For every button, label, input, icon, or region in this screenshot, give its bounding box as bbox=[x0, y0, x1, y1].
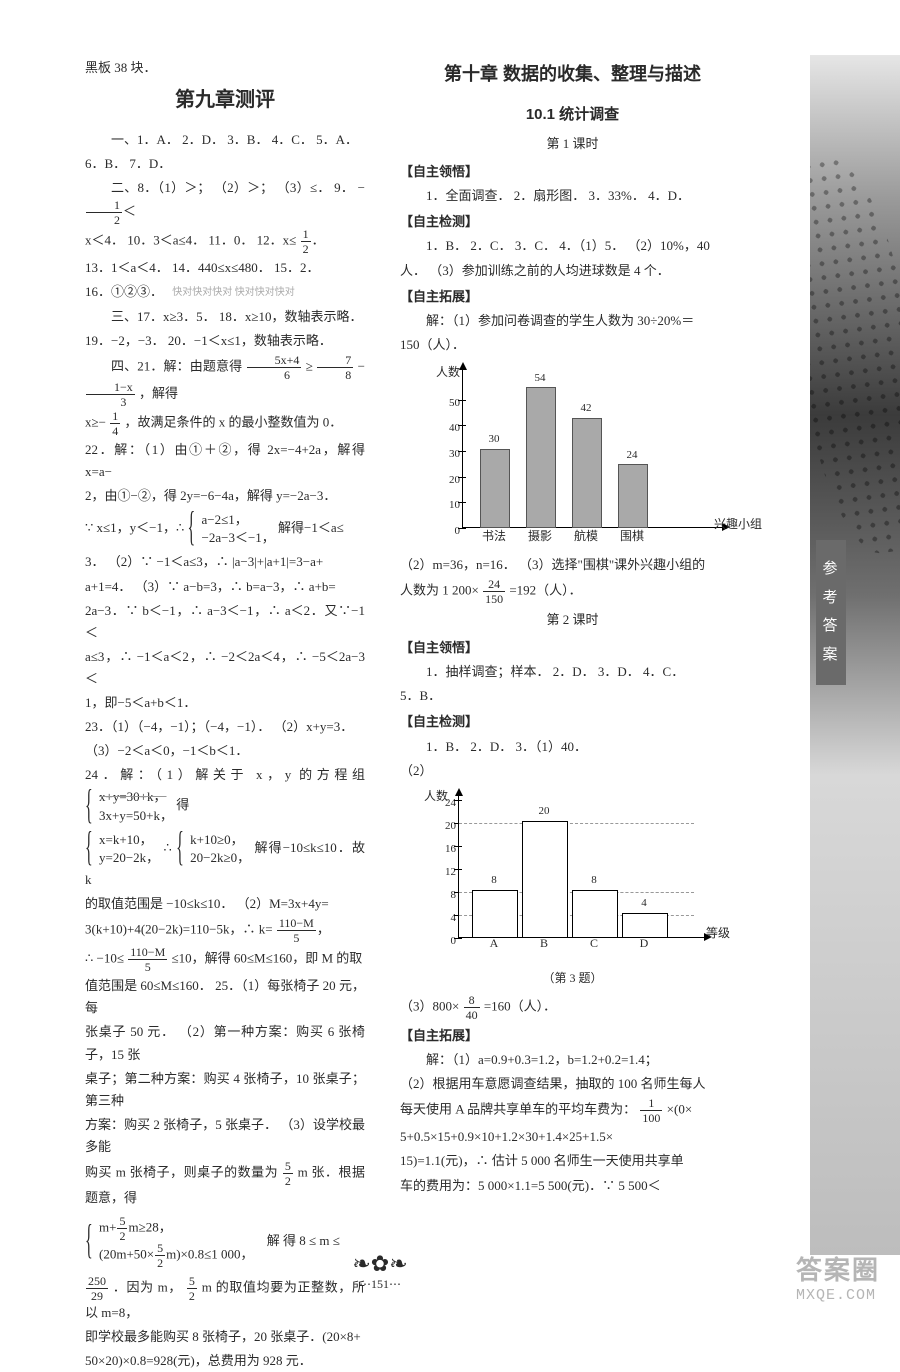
text: 1，即−5＜a+b＜1． bbox=[85, 692, 365, 714]
bar-chart-2: 人数 等级 048121620248A20B8C4D bbox=[424, 788, 724, 968]
text: 15)=1.1(元)，∴ 估计 5 000 名师生一天使用共享单 bbox=[400, 1150, 745, 1172]
text: 一、1．A． 2．D． 3．B． 4．C． 5．A． bbox=[85, 129, 365, 151]
text: 购买 m 张椅子，则桌子的数量为 52 m 张．根据题意，得 bbox=[85, 1160, 365, 1209]
text: 车的费用为：5 000×1.1=5 500(元)．∵ 5 500＜ bbox=[400, 1175, 745, 1197]
text: 方案：购买 2 张椅子，5 张桌子． （3）设学校最多能 bbox=[85, 1114, 365, 1158]
text: 22．解：（1）由①＋②，得 2x=−4+2a，解得 x=a− bbox=[85, 439, 365, 483]
page-footer: ❧✿❧ ⋯151⋯ bbox=[0, 1254, 760, 1294]
chapter-title: 第十章 数据的收集、整理与描述 bbox=[400, 59, 745, 90]
text: 的取值范围是 −10≤k≤10． （2）M=3x+4y= bbox=[85, 893, 365, 915]
text: 16．①②③． 快对快对快对 快对快对快对 bbox=[85, 281, 365, 303]
text: （2）根据用车意愿调查结果，抽取的 100 名师生每人 bbox=[400, 1073, 745, 1095]
text: 人数为 1 200× 24150 =192（人）． bbox=[400, 578, 745, 605]
text: （2） bbox=[400, 760, 745, 782]
text: 1．全面调查． 2．扇形图． 3．33%． 4．D． bbox=[400, 185, 745, 207]
text: 解：（1）参加问卷调查的学生人数为 30÷20%＝ bbox=[400, 310, 745, 332]
text: x＜4． 10．3＜a≤4． 11．0． 12．x≤ 12． bbox=[85, 228, 365, 255]
text: 50×20)×0.8=928(元)，总费用为 928 元． bbox=[85, 1350, 365, 1372]
heading: 【自主拓展】 bbox=[400, 286, 745, 308]
lesson-label: 第 1 课时 bbox=[400, 133, 745, 155]
bar-chart-1: 人数 兴趣小组 0102030405030书法54摄影42航模24围棋 bbox=[430, 362, 730, 552]
text: 19．−2，−3． 20．−1＜x≤1，数轴表示略． bbox=[85, 330, 365, 352]
sidebar-tab-label: 参考答案 bbox=[816, 540, 846, 685]
watermark: MXQE.COM bbox=[796, 1283, 876, 1309]
text: 150（人）． bbox=[400, 334, 745, 356]
chart-caption: （第 3 题） bbox=[400, 968, 745, 988]
heading: 【自主检测】 bbox=[400, 711, 745, 733]
heading: 【自主领悟】 bbox=[400, 161, 745, 183]
text: 黑板 38 块． bbox=[85, 57, 365, 79]
text: ∴ −10≤ 110−M5 ≤10，解得 60≤M≤160，即 M 的取 bbox=[85, 946, 365, 973]
left-column: 黑板 38 块． 第九章测评 一、1．A． 2．D． 3．B． 4．C． 5．A… bbox=[0, 55, 380, 1312]
heading: 【自主拓展】 bbox=[400, 1025, 745, 1047]
text: 解：（1）a=0.9+0.3=1.2，b=1.2+0.2=1.4； bbox=[400, 1049, 745, 1071]
text: 即学校最多能购买 8 张椅子，20 张桌子．(20×8+ bbox=[85, 1326, 365, 1348]
text: （3）800× 840 =160（人）． bbox=[400, 994, 745, 1021]
text: 二、8．（1）＞； （2）＞； （3）≤． 9． −12＜ bbox=[85, 177, 365, 226]
text: x≥− 14 ，故满足条件的 x 的最小整数值为 0． bbox=[85, 410, 365, 437]
heading: 【自主检测】 bbox=[400, 211, 745, 233]
text: 人． （3）参加训练之前的人均进球数是 4 个． bbox=[400, 260, 745, 282]
text: 3(k+10)+4(20−2k)=110−5k，∴ k= 110−M5， bbox=[85, 917, 365, 944]
text: 2，由①−②，得 2y=−6−4a，解得 y=−2a−3． bbox=[85, 485, 365, 507]
x-axis-label: 等级 bbox=[706, 923, 730, 943]
footer-ornament-icon: ❧✿❧ bbox=[0, 1254, 760, 1274]
text: 3． （2）∵ −1＜a≤3，∴ |a−3|+|a+1|=3−a+ bbox=[85, 551, 365, 573]
text: 四、21．解：由题意得 5x+46 ≥ 78 − 1−x3 ，解得 bbox=[85, 354, 365, 408]
text: a+1=4． （3）∵ a−b=3，∴ b=a−3，∴ a+b= bbox=[85, 576, 365, 598]
text: 23．（1）（−4，−1）；（−4，−1）． （2）x+y=3． bbox=[85, 716, 365, 738]
section-title: 10.1 统计调查 bbox=[400, 102, 745, 128]
x-axis-label: 兴趣小组 bbox=[714, 514, 762, 534]
text: 张桌子 50 元． （2）第一种方案：购买 6 张椅子，15 张 bbox=[85, 1021, 365, 1065]
text: 值范围是 60≤M≤160． 25．（1）每张椅子 20 元，每 bbox=[85, 975, 365, 1019]
sidebar-decoration: 参考答案 bbox=[810, 55, 900, 1255]
right-column: 第十章 数据的收集、整理与描述 10.1 统计调查 第 1 课时 【自主领悟】 … bbox=[380, 55, 760, 1312]
text: 2a−3．∵ b＜−1，∴ a−3＜−1，∴ a＜2．又∵−1＜ bbox=[85, 600, 365, 644]
sidebar: 参考答案 bbox=[760, 55, 900, 1312]
text: ∵ x≤1，y＜−1，∴ a−2≤1，−2a−3＜−1， 解得−1＜a≤ bbox=[85, 509, 365, 549]
page-number: ⋯151⋯ bbox=[0, 1274, 760, 1294]
text: 1．B． 2．C． 3．C． 4．（1）5． （2）10%，40 bbox=[400, 235, 745, 257]
text: 5+0.5×15+0.9×10+1.2×30+1.4×25+1.5× bbox=[400, 1126, 745, 1148]
text: 三、17．x≥3．5． 18．x≥10，数轴表示略． bbox=[85, 306, 365, 328]
watermark-faint: 快对快对快对 快对快对快对 bbox=[172, 288, 295, 298]
text: 5．B． bbox=[400, 685, 745, 707]
text: 1．抽样调查；样本． 2．D． 3．D． 4．C． bbox=[400, 661, 745, 683]
chapter-title: 第九章测评 bbox=[85, 83, 365, 117]
text: （2）m=36，n=16． （3）选择"围棋"课外兴趣小组的 bbox=[400, 554, 745, 576]
text: 13．1＜a＜4． 14．440≤x≤480． 15．2． bbox=[85, 257, 365, 279]
text: 6．B． 7．D． bbox=[85, 153, 365, 175]
text: 1．B． 2．D． 3．（1）40． bbox=[400, 736, 745, 758]
text: a≤3，∴ −1＜a＜2，∴ −2＜2a＜4，∴ −5＜2a−3＜ bbox=[85, 646, 365, 690]
y-axis-label: 人数 bbox=[436, 362, 460, 382]
text: 每天使用 A 品牌共享单车的平均车费为： 1100 ×(0× bbox=[400, 1097, 745, 1124]
heading: 【自主领悟】 bbox=[400, 637, 745, 659]
text: 24．解：（1）解关于 x，y 的方程组 x+y=30+k， 3x+y=50+k… bbox=[85, 764, 365, 826]
text: （3）−2＜a＜0，−1＜b＜1． bbox=[85, 740, 365, 762]
text: 桌子；第二种方案：购买 4 张椅子，10 张桌子；第三种 bbox=[85, 1068, 365, 1112]
text: x=k+10，y=20−2k， ∴ k+10≥0，20−2k≥0， 解得−10≤… bbox=[85, 829, 365, 891]
lesson-label: 第 2 课时 bbox=[400, 609, 745, 631]
